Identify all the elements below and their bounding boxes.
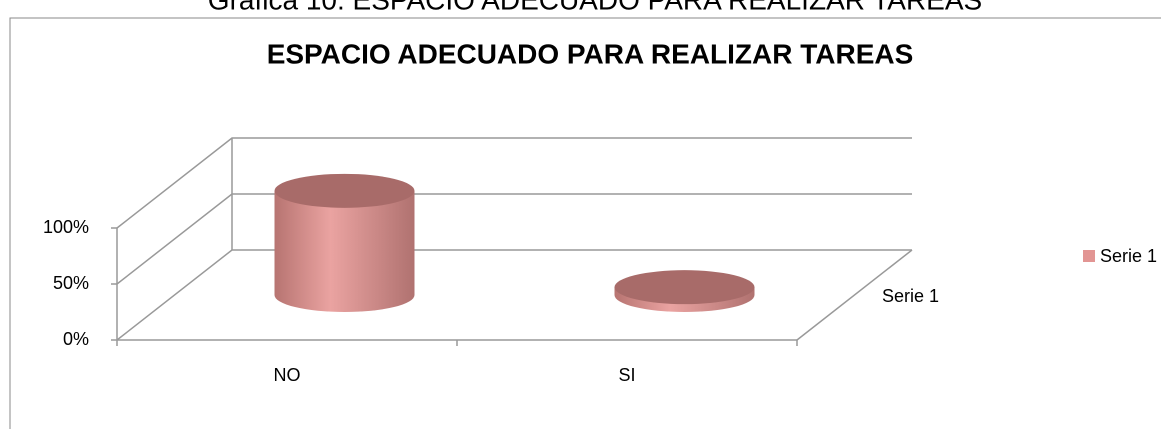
y-tick-label: 0%	[63, 329, 89, 349]
caption: Gráfica 10: ESPACIO ADECUADO PARA REALIZ…	[208, 0, 982, 15]
chart-frame	[9, 17, 1161, 429]
chart-title: ESPACIO ADECUADO PARA REALIZAR TAREAS	[267, 38, 914, 69]
bar-top	[614, 270, 755, 305]
bar	[614, 270, 755, 312]
legend-label: Serie 1	[1100, 246, 1157, 266]
legend-swatch	[1083, 250, 1095, 262]
bar	[274, 173, 415, 312]
axis	[796, 249, 913, 341]
x-tick-label: NO	[274, 365, 301, 385]
bar-top	[274, 173, 415, 208]
grid-line	[116, 249, 912, 341]
depth-label: Serie 1	[882, 286, 939, 306]
grid-line	[116, 137, 912, 229]
x-tick-label: SI	[618, 365, 635, 385]
y-tick-label: 50%	[53, 273, 89, 293]
y-tick-label: 100%	[43, 217, 89, 237]
grid-line	[116, 193, 912, 285]
bar-body	[274, 190, 415, 312]
